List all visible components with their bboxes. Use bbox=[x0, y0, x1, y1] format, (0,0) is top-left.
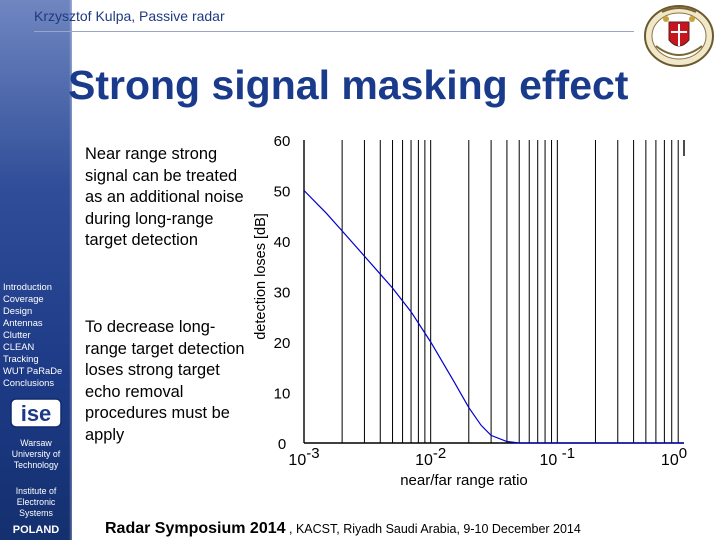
y-tick-label: 50 bbox=[274, 184, 291, 201]
sidebar: Introduction Coverage Design Antennas Cl… bbox=[0, 0, 72, 540]
body-paragraph-2: To decrease long-range target detection … bbox=[85, 318, 245, 444]
country-label: POLAND bbox=[12, 524, 60, 536]
footer: Radar Symposium 2014 , KACST, Riyadh Sau… bbox=[105, 520, 581, 538]
nav-item-design[interactable]: Design bbox=[3, 305, 33, 316]
y-tick-label: 30 bbox=[274, 285, 291, 302]
university-name: Warsaw University of Technology bbox=[11, 438, 61, 470]
y-axis-label: detection loses [dB] bbox=[253, 213, 269, 340]
nav-item-wut-parade[interactable]: WUT PaRaDe bbox=[3, 365, 63, 376]
y-tick-label: 60 bbox=[274, 133, 291, 150]
ise-logo-text: ise bbox=[21, 401, 52, 426]
x-tick-label: 100 bbox=[661, 445, 687, 469]
footer-separator: , bbox=[285, 522, 296, 536]
y-tick-label: 10 bbox=[274, 386, 291, 403]
y-tick-label: 0 bbox=[278, 436, 286, 453]
x-tick-label: 10-2 bbox=[415, 445, 446, 469]
nav-item-antennas[interactable]: Antennas bbox=[3, 317, 43, 328]
series-line bbox=[303, 190, 684, 444]
nav-item-coverage[interactable]: Coverage bbox=[3, 293, 44, 304]
loss-chart: 0 10 20 30 40 50 60 10-3 10-2 10 -1 100 near/far ra… bbox=[253, 133, 687, 489]
nav-item-clutter[interactable]: Clutter bbox=[3, 329, 31, 340]
nav-list: Introduction Coverage Design Antennas Cl… bbox=[3, 281, 62, 389]
x-tick-label: 10-3 bbox=[288, 445, 319, 469]
header-divider bbox=[34, 31, 634, 32]
header-author-title: Krzysztof Kulpa, Passive radar bbox=[34, 8, 225, 24]
footer-event: Radar Symposium 2014 bbox=[105, 520, 286, 537]
y-tick-label: 20 bbox=[274, 335, 291, 352]
footer-location: KACST, Riyadh Saudi Arabia, 9-10 Decembe… bbox=[295, 522, 581, 536]
slide-title: Strong signal masking effect bbox=[68, 62, 629, 108]
nav-item-conclusions[interactable]: Conclusions bbox=[3, 377, 55, 388]
nav-item-clean[interactable]: CLEAN bbox=[3, 341, 35, 352]
y-tick-label: 40 bbox=[274, 234, 291, 251]
nav-item-tracking[interactable]: Tracking bbox=[3, 353, 39, 364]
institute-name: Institute of Electronic Systems bbox=[15, 486, 57, 518]
body-paragraph-1: Near range strong signal can be treated … bbox=[85, 145, 244, 250]
x-axis-label: near/far range ratio bbox=[400, 472, 528, 489]
ise-logo-icon: ise bbox=[10, 398, 62, 428]
nav-item-introduction[interactable]: Introduction bbox=[3, 281, 52, 292]
university-seal-icon bbox=[644, 5, 714, 67]
x-tick-label: 10 -1 bbox=[540, 445, 576, 469]
